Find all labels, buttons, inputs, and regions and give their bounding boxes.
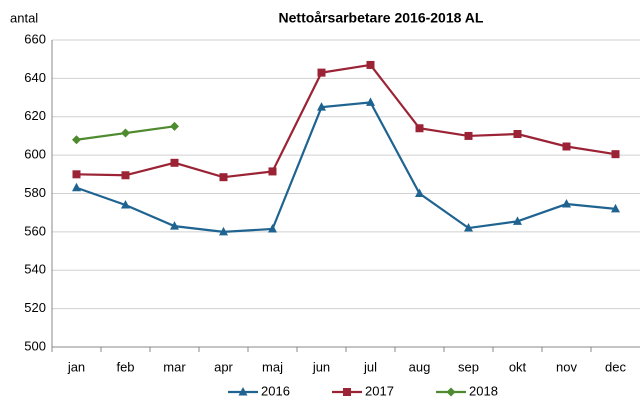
data-point bbox=[464, 131, 473, 140]
data-point bbox=[415, 188, 424, 197]
data-point bbox=[317, 68, 326, 77]
x-tick-label: jun bbox=[312, 359, 330, 374]
data-point bbox=[562, 142, 571, 151]
data-point bbox=[366, 60, 375, 69]
data-point bbox=[121, 171, 130, 180]
legend-label: 2016 bbox=[261, 383, 290, 398]
y-tick-label: 520 bbox=[24, 300, 46, 315]
data-point bbox=[170, 221, 179, 230]
x-tick-label: mar bbox=[163, 359, 186, 374]
data-point bbox=[268, 167, 277, 176]
data-point bbox=[170, 121, 179, 131]
data-point bbox=[611, 150, 620, 159]
data-point bbox=[513, 130, 522, 139]
y-tick-label: 620 bbox=[24, 108, 46, 123]
x-tick-label: feb bbox=[116, 359, 134, 374]
data-point bbox=[268, 223, 277, 233]
series-line bbox=[76, 101, 616, 233]
x-tick-label: apr bbox=[214, 359, 233, 374]
x-tick-label: okt bbox=[509, 359, 527, 374]
data-point bbox=[219, 173, 228, 182]
data-point bbox=[170, 158, 179, 167]
legend-label: 2017 bbox=[365, 383, 394, 398]
x-tick-label: aug bbox=[409, 359, 431, 374]
x-tick-label: nov bbox=[556, 359, 577, 374]
y-tick-label: 660 bbox=[24, 31, 46, 46]
y-tick-label: 580 bbox=[24, 185, 46, 200]
series-line bbox=[76, 63, 616, 179]
data-point bbox=[121, 128, 130, 138]
x-tick-label: sep bbox=[458, 359, 479, 374]
data-point bbox=[562, 199, 571, 208]
data-point bbox=[415, 124, 424, 133]
data-point bbox=[464, 223, 473, 232]
y-tick-label: 500 bbox=[24, 338, 46, 353]
x-tick-label: jan bbox=[67, 359, 85, 374]
legend-marker bbox=[446, 387, 456, 397]
y-tick-label: 560 bbox=[24, 223, 46, 238]
data-point bbox=[121, 200, 130, 209]
y-tick-label: 640 bbox=[24, 70, 46, 85]
y-axis-title: antal bbox=[10, 10, 38, 25]
x-tick-label: maj bbox=[262, 359, 283, 374]
data-point bbox=[72, 135, 81, 145]
data-point bbox=[513, 216, 522, 225]
legend-label: 2018 bbox=[469, 383, 498, 398]
x-tick-label: dec bbox=[605, 359, 626, 374]
x-tick-label: jul bbox=[363, 359, 377, 374]
legend-marker bbox=[343, 388, 351, 396]
legend-marker bbox=[238, 387, 248, 396]
y-tick-label: 540 bbox=[24, 262, 46, 277]
data-point bbox=[72, 182, 81, 192]
data-point bbox=[219, 226, 228, 236]
data-point bbox=[611, 203, 620, 213]
data-point bbox=[72, 170, 81, 179]
y-tick-label: 600 bbox=[24, 147, 46, 162]
chart-title: Nettoårsarbetare 2016-2018 AL bbox=[279, 10, 484, 26]
data-point bbox=[366, 97, 375, 106]
data-point bbox=[317, 102, 326, 111]
